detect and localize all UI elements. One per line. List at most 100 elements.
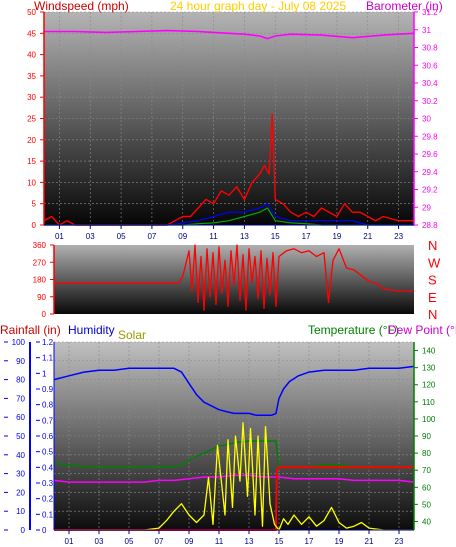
temp-tick-label: 50 <box>422 500 431 509</box>
compass-label: S <box>428 273 437 288</box>
rain-tick-label: 1.1 <box>42 354 54 363</box>
wind-x-tick-label: 13 <box>240 232 249 241</box>
compass-label: W <box>428 255 441 270</box>
windspeed-title: Windspeed (mph) <box>34 0 129 13</box>
baro-tick-label: 29.2 <box>422 186 438 195</box>
baro-tick-label: 28.8 <box>422 221 438 230</box>
dewpoint-title: Dew Point (°F) <box>388 323 456 337</box>
wind-x-tick-label: 23 <box>394 232 403 241</box>
humidity-tick-label: 20 <box>16 488 25 497</box>
humidity-tick-label: 90 <box>16 357 25 366</box>
temp-tick-label: 140 <box>422 347 436 356</box>
wind-x-tick-label: 19 <box>332 232 341 241</box>
graph-date-title: 24 hour graph day - July 08 2025 <box>170 0 346 13</box>
compass-label: E <box>428 290 437 305</box>
solar-line <box>54 422 414 531</box>
baro-tick-label: 31 <box>422 26 431 35</box>
baro-tick-label: 30.4 <box>422 79 438 88</box>
climate-x-tick-label: 19 <box>335 537 344 546</box>
humidity-tick-label: 40 <box>16 451 25 460</box>
direction-tick-label: 180 <box>33 276 47 285</box>
direction-tick-label: 90 <box>37 293 46 302</box>
solar-title: Solar <box>118 328 146 342</box>
direction-tick-label: 0 <box>42 310 47 319</box>
barometer-title: Barometer (in) <box>366 0 443 13</box>
wind-tick-label: 20 <box>27 136 36 145</box>
wind-tick-label: 25 <box>27 115 36 124</box>
rainfall-title: Rainfall (in) <box>0 323 61 337</box>
rain-tick-label: 0.6 <box>42 432 54 441</box>
direction-series <box>54 244 414 311</box>
temp-tick-label: 120 <box>422 381 436 390</box>
climate-x-tick-label: 13 <box>245 537 254 546</box>
wind-x-tick-label: 15 <box>271 232 280 241</box>
rain-tick-label: 0 <box>42 526 47 535</box>
temp-tick-label: 40 <box>422 517 431 526</box>
wind-tick-label: 15 <box>27 157 36 166</box>
climate-x-tick-label: 07 <box>155 537 164 546</box>
wind-tick-label: 5 <box>32 200 37 209</box>
rain-tick-label: 0.4 <box>42 463 54 472</box>
wind-low-line <box>44 207 414 226</box>
humidity-title: Humidity <box>68 323 115 337</box>
baro-tick-label: 29.6 <box>422 150 438 159</box>
climate-x-tick-label: 21 <box>365 537 374 546</box>
direction-tick-label: 360 <box>33 241 47 250</box>
baro-tick-label: 30.2 <box>422 97 438 106</box>
rain-tick-label: 1.2 <box>42 338 54 347</box>
humidity-tick-label: 60 <box>16 413 25 422</box>
wind-x-tick-label: 01 <box>55 232 64 241</box>
baro-tick-label: 30 <box>422 115 431 124</box>
temperature-title: Temperature (°F) <box>308 323 399 337</box>
humidity-tick-label: 70 <box>16 394 25 403</box>
climate-x-tick-label: 09 <box>185 537 194 546</box>
wind-x-tick-label: 05 <box>117 232 126 241</box>
rain-tick-label: 0.3 <box>42 479 54 488</box>
climate-x-tick-label: 11 <box>215 537 224 546</box>
wind-x-tick-label: 03 <box>86 232 95 241</box>
temp-tick-label: 60 <box>422 483 431 492</box>
wind-tick-label: 50 <box>27 8 36 17</box>
wind-x-tick-label: 21 <box>363 232 372 241</box>
wind-tick-label: 10 <box>27 178 36 187</box>
climate-grid <box>54 341 414 531</box>
rain-tick-label: 1 <box>42 369 47 378</box>
wind-tick-label: 0 <box>32 221 37 230</box>
temp-tick-label: 70 <box>422 466 431 475</box>
baro-tick-label: 30.6 <box>422 61 438 70</box>
climate-x-tick-label: 01 <box>65 537 74 546</box>
humidity-tick-label: 10 <box>16 507 25 516</box>
baro-tick-label: 29.8 <box>422 132 438 141</box>
wind-direction-line <box>54 244 414 311</box>
climate-axes: 010203040506070809010000.10.20.30.40.50.… <box>4 338 436 546</box>
rain-tick-label: 0.2 <box>42 495 54 504</box>
humidity-tick-label: 30 <box>16 470 25 479</box>
climate-x-tick-label: 15 <box>275 537 284 546</box>
temp-tick-label: 80 <box>422 449 431 458</box>
wind-average-line <box>44 203 414 226</box>
compass-label: N <box>428 307 437 322</box>
wind-tick-label: 45 <box>27 29 36 38</box>
baro-tick-label: 31.2 <box>422 8 438 17</box>
temp-tick-label: 100 <box>422 415 436 424</box>
temp-tick-label: 110 <box>422 398 435 407</box>
climate-x-tick-label: 03 <box>95 537 104 546</box>
humidity-tick-label: 100 <box>12 338 26 347</box>
baro-tick-label: 29.4 <box>422 168 438 177</box>
wind-x-tick-label: 09 <box>178 232 187 241</box>
temp-tick-label: 130 <box>422 364 436 373</box>
wind-x-tick-label: 17 <box>302 232 311 241</box>
compass-label: N <box>428 238 437 253</box>
rain-tick-label: 0.1 <box>42 510 54 519</box>
rain-tick-label: 0.8 <box>42 401 54 410</box>
baro-tick-label: 29 <box>422 203 431 212</box>
wind-x-tick-label: 07 <box>147 232 156 241</box>
humidity-tick-label: 50 <box>16 432 25 441</box>
barometer-line <box>44 29 415 40</box>
direction-tick-label: 270 <box>33 258 47 267</box>
baro-tick-label: 30.8 <box>422 44 438 53</box>
rain-tick-label: 0.7 <box>42 416 54 425</box>
